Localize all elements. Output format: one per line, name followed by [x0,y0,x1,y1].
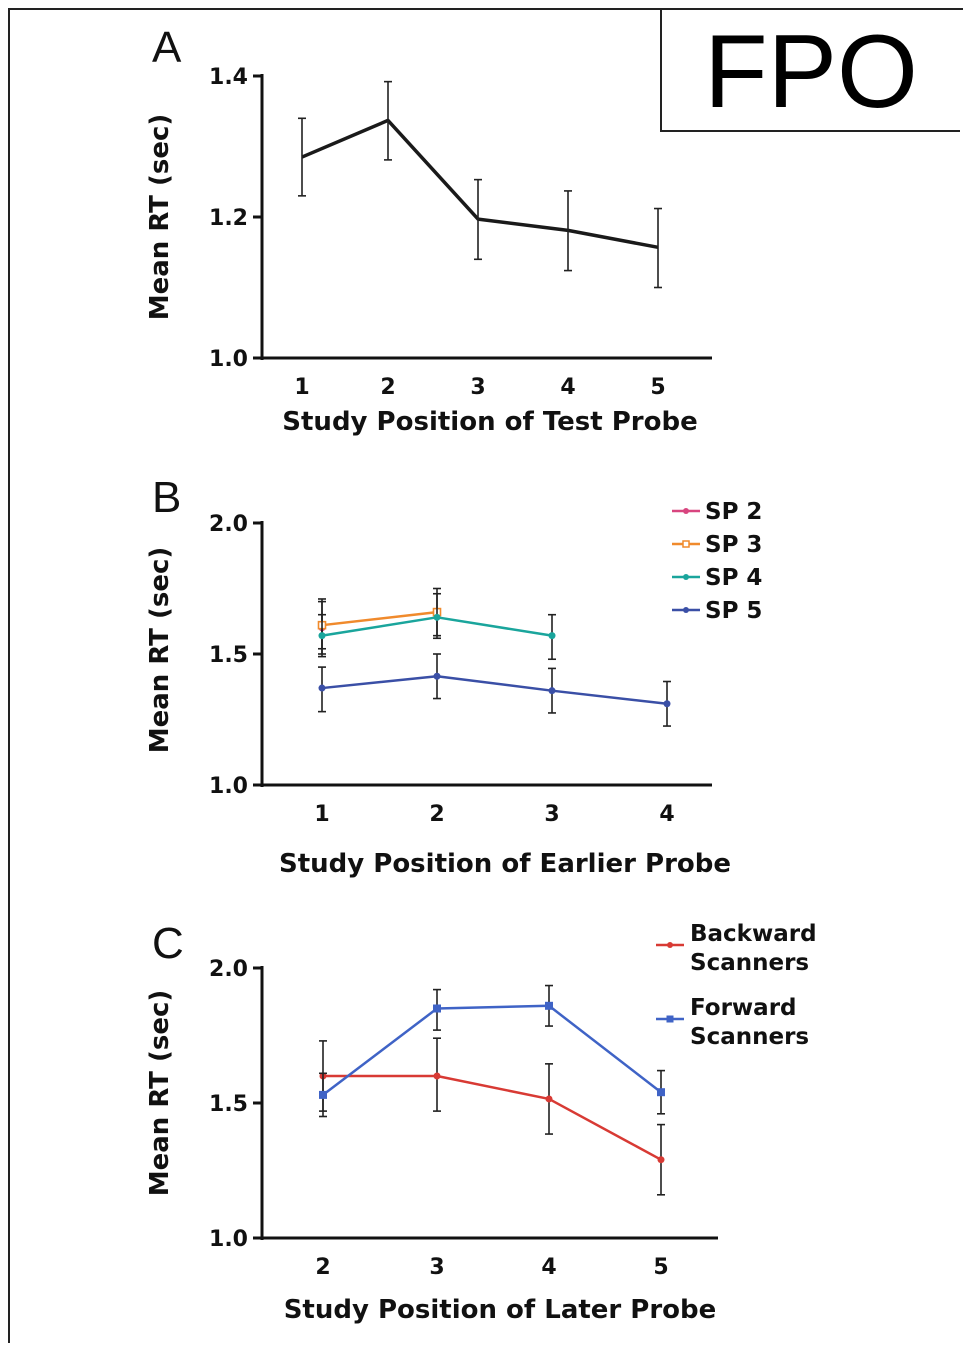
legend-label-line: Scanners [690,950,809,976]
legend-label: Forward Scanners [690,995,809,1050]
x-tick-label: 2 [315,1255,330,1280]
figure-border-top [8,8,963,10]
x-axis-title: Study Position of Earlier Probe [279,849,731,879]
panel-letter: C [152,919,184,968]
data-point [548,632,556,640]
series-line [321,675,668,706]
series-line [323,1074,662,1161]
figure-border-left [8,8,10,1343]
legend: SP 2 SP 3 SP 4 SP 5 [672,499,762,624]
data-point [318,684,326,692]
series-sp-5 [318,653,671,727]
x-axis-title: Study Position of Test Probe [282,407,697,437]
legend-swatch-marker [683,607,689,613]
x-tick-label: 4 [659,802,674,827]
data-point [433,613,441,621]
x-tick-label: 3 [429,1255,444,1280]
x-tick-label: 5 [650,375,665,400]
legend-label-line: Backward [690,921,817,947]
y-axis-title: Mean RT (sec) [145,990,175,1197]
data-point [657,1088,665,1097]
panel-c-chart: C 1.0 1.5 2.0 2 3 4 5 Study Position of Later Pr… [145,919,817,1325]
y-axis-title: Mean RT (sec) [145,114,175,321]
series-line [321,610,438,627]
y-tick-label: 1.0 [209,774,248,799]
y-tick-label: 1.2 [209,206,248,231]
legend: Backward Scanners Forward Scanners [656,921,817,1050]
y-tick-label: 1.4 [209,65,248,90]
legend-label: Backward Scanners [690,921,817,976]
legend-label-line: Scanners [690,1024,809,1050]
data-point [545,1095,553,1103]
data-point [433,672,441,680]
data-point [319,1090,327,1099]
panel-letter: B [152,473,181,522]
y-tick-label: 1.0 [209,1227,248,1252]
series-line [322,1004,662,1096]
data-point [545,1001,553,1010]
x-tick-label: 2 [429,802,444,827]
series-line [301,118,659,250]
x-tick-label: 1 [314,802,329,827]
legend-swatch-marker [683,508,689,514]
data-point [433,1004,441,1013]
legend-label: SP 4 [705,565,762,591]
legend-label: SP 5 [705,598,762,624]
data-point [657,1156,665,1164]
series-backward-scanners [319,1037,665,1196]
fpo-stamp: FPO [660,8,960,132]
y-tick-label: 1.5 [209,643,248,668]
legend-label: SP 2 [705,499,762,525]
data-point [663,700,671,708]
legend-swatch-marker [682,540,690,548]
series-forward-scanners [319,984,665,1118]
legend-swatch-marker [666,1015,674,1023]
data-point [548,687,556,695]
x-tick-label: 4 [560,375,575,400]
panel-letter: A [152,23,182,72]
x-tick-label: 3 [470,375,485,400]
x-tick-label: 4 [541,1255,556,1280]
data-point [318,632,326,640]
legend-swatch-marker [683,574,689,580]
y-tick-label: 2.0 [209,957,248,982]
legend-label: SP 3 [705,532,762,558]
x-tick-label: 1 [294,375,309,400]
y-tick-label: 1.5 [209,1092,248,1117]
x-tick-label: 2 [380,375,395,400]
legend-label-line: Forward [690,995,797,1021]
series-main [298,80,662,289]
data-point [433,1072,441,1080]
panel-b-chart: B 1.0 1.5 2.0 1 2 3 4 Study Position of Earlier … [145,473,762,879]
series-sp-4 [318,592,556,661]
x-tick-label: 3 [544,802,559,827]
legend-swatch-marker [667,942,673,948]
fpo-stamp-text: FPO [704,14,918,130]
x-tick-label: 5 [653,1255,668,1280]
y-axis-title: Mean RT (sec) [145,547,175,754]
y-tick-label: 2.0 [209,512,248,537]
y-tick-label: 1.0 [209,347,248,372]
x-axis-title: Study Position of Later Probe [284,1295,717,1325]
panel-a-chart: A 1.0 1.2 1.4 1 2 3 4 5 Study Position of Test Pr… [145,23,712,437]
